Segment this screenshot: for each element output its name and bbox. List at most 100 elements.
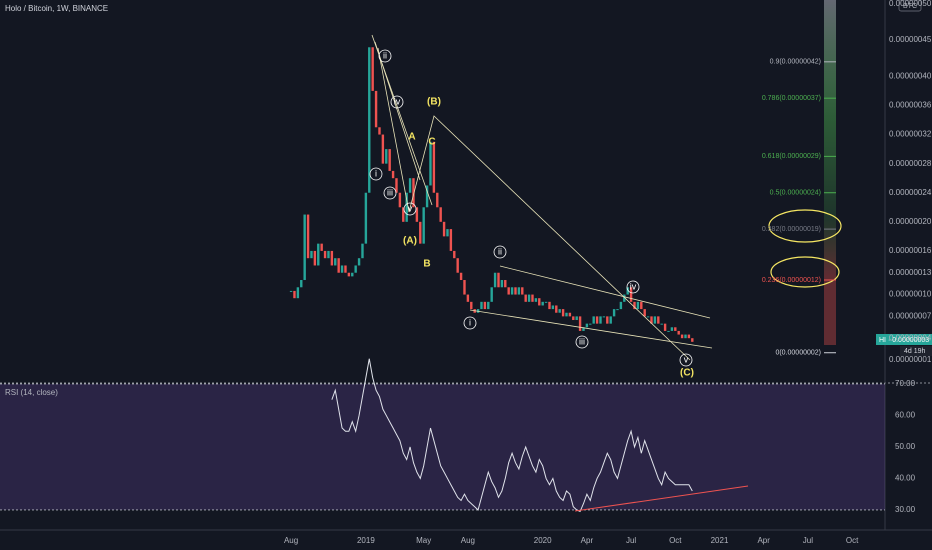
- candle: [527, 294, 531, 302]
- candle: [565, 312, 568, 317]
- candle: [558, 309, 561, 313]
- y-tick-label: 0.00000050: [889, 0, 932, 8]
- candle: [568, 312, 572, 317]
- candle: [541, 301, 544, 306]
- y-tick-label: 0.00000004: [889, 333, 932, 342]
- x-tick-label: Oct: [846, 536, 859, 545]
- candle: [480, 301, 483, 310]
- candle: [442, 221, 446, 237]
- candle: [561, 309, 565, 317]
- candle: [337, 258, 340, 273]
- fib-zone: [824, 0, 836, 345]
- candle: [327, 250, 330, 259]
- candle: [582, 327, 585, 331]
- candle: [674, 327, 677, 331]
- x-tick-label: 2020: [534, 536, 552, 545]
- candle: [538, 298, 541, 306]
- y-tick-label: 0.00000020: [889, 217, 932, 226]
- fib-label: 0.786(0.00000037): [762, 95, 821, 102]
- candle: [296, 287, 300, 299]
- y-tick-label: 0.00000001: [889, 355, 932, 364]
- candle: [371, 47, 374, 91]
- wave-label: iii: [387, 187, 393, 197]
- candle: [517, 287, 521, 295]
- fib-label: 0.5(0.00000024): [770, 190, 821, 197]
- candle: [507, 287, 510, 295]
- y-tick-label: 0.00000040: [889, 71, 932, 80]
- candle: [663, 323, 667, 331]
- candle: [449, 229, 453, 251]
- candle: [490, 287, 493, 302]
- candle: [680, 334, 684, 339]
- y-tick-label: 0.00000045: [889, 35, 932, 44]
- wave-label: v: [684, 354, 689, 364]
- candle: [619, 301, 623, 310]
- candle: [419, 221, 422, 244]
- candle: [402, 207, 405, 222]
- candle: [555, 305, 558, 313]
- x-tick-label: Jul: [626, 536, 636, 545]
- candle: [463, 280, 466, 295]
- rsi-tick-label: 50.00: [895, 442, 916, 451]
- y-tick-label: 0.00000028: [889, 159, 932, 168]
- candle: [293, 290, 296, 299]
- candle: [544, 301, 548, 303]
- wave-label: ii: [383, 50, 387, 60]
- candle: [602, 316, 606, 318]
- fib-label: 0.9(0.00000042): [770, 59, 821, 66]
- candle: [300, 280, 303, 288]
- candle: [612, 309, 616, 317]
- candle: [521, 287, 524, 295]
- candle: [667, 330, 670, 332]
- candle: [531, 294, 534, 302]
- wave-label: C: [428, 137, 435, 148]
- wave-label: B: [423, 259, 430, 270]
- y-tick-label: 0.00000007: [889, 311, 932, 320]
- candle: [303, 214, 306, 281]
- x-tick-label: Aug: [284, 536, 298, 545]
- candle: [534, 298, 538, 302]
- candle: [595, 316, 599, 324]
- candle: [585, 323, 589, 328]
- candle: [660, 323, 663, 325]
- rsi-trend-line: [574, 485, 749, 512]
- countdown-box: [900, 346, 932, 356]
- y-tick-label: 0.00000010: [889, 290, 932, 299]
- candle: [395, 178, 398, 193]
- candle: [357, 258, 361, 266]
- countdown: 4d 19h: [904, 348, 926, 355]
- wave-label: v: [408, 203, 413, 213]
- candle: [334, 258, 337, 266]
- rsi-tick-label: 70.00: [895, 379, 916, 388]
- candle: [354, 265, 357, 273]
- candle: [388, 149, 391, 171]
- candle: [616, 309, 619, 311]
- rsi-tick-label: 40.00: [895, 474, 916, 483]
- wave-label: i: [469, 317, 471, 327]
- candle: [340, 265, 344, 273]
- candle: [378, 127, 381, 135]
- candle: [684, 334, 687, 339]
- candle: [422, 207, 425, 244]
- price-tag: [876, 334, 932, 345]
- candle: [589, 323, 592, 325]
- candle: [320, 243, 323, 251]
- candle: [578, 316, 582, 331]
- y-tick-label: 0.00000016: [889, 246, 932, 255]
- candle: [470, 301, 473, 310]
- fib-label: 0.618(0.00000029): [762, 153, 821, 160]
- wave-label: ii: [498, 246, 502, 256]
- candle: [548, 301, 551, 310]
- candle: [500, 280, 504, 288]
- candle: [510, 287, 514, 295]
- x-tick-label: Apr: [581, 536, 594, 545]
- candle: [330, 250, 334, 266]
- candle: [514, 287, 517, 295]
- candle: [640, 301, 643, 310]
- x-tick-label: Aug: [461, 536, 475, 545]
- candle: [432, 141, 436, 193]
- candle: [446, 229, 449, 237]
- candle: [385, 149, 388, 164]
- currency-badge[interactable]: [898, 0, 922, 12]
- wave-label: i: [375, 168, 377, 178]
